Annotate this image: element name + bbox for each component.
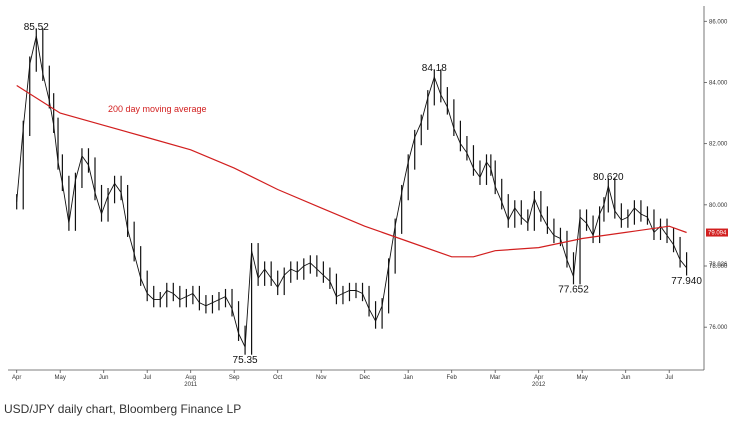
y-tick-label: 86.000	[709, 19, 728, 25]
chart-caption: USD/JPY daily chart, Bloomberg Finance L…	[4, 402, 242, 416]
annotations: 85.52 84.18 75.35 77.652 80.620 77.940	[24, 22, 703, 366]
y-axis: 76.000 78.000 80.000 82.000 84.000 86.000 79.0…	[704, 19, 728, 331]
x-tick-label: Oct	[273, 375, 283, 381]
moving-average-series	[16, 84, 687, 258]
x-axis: Apr May Jun Jul Aug Sep Oct Nov Dec Jan Feb Mar Apr M…	[12, 370, 673, 388]
x-tick-label: Dec	[359, 375, 370, 381]
price-annotation: 77.652	[558, 285, 589, 296]
price-annotation: 75.35	[233, 355, 258, 366]
ma-value-box	[706, 228, 728, 237]
price-line	[16, 35, 687, 349]
y-tick-label: 84.000	[709, 80, 728, 86]
price-annotation: 77.940	[671, 276, 702, 287]
last-price-label: 78.026	[709, 262, 728, 268]
moving-average-label: 200 day moving average	[108, 104, 207, 114]
plot-frame	[8, 6, 705, 371]
x-tick-label: Aug	[185, 375, 196, 381]
price-series	[16, 28, 688, 355]
price-annotation: 84.18	[422, 63, 447, 74]
x-tick-label: Mar	[490, 375, 500, 381]
price-annotation: 85.52	[24, 22, 49, 33]
chart-svg: 200 day moving average 85.52 84.18 75.35 77…	[8, 6, 728, 388]
year-label: 2012	[532, 382, 546, 388]
ma-value-label: 79.094	[708, 231, 727, 237]
price-chart: 200 day moving average 85.52 84.18 75.35 77…	[8, 6, 728, 388]
y-tick-label: 82.000	[709, 142, 728, 148]
x-tick-label: Feb	[447, 375, 458, 381]
year-label: 2011	[184, 382, 198, 388]
x-tick-label: Jul	[665, 375, 673, 381]
x-tick-label: Jun	[621, 375, 631, 381]
x-tick-label: Sep	[229, 375, 240, 381]
y-tick-label: 80.000	[709, 203, 728, 209]
x-tick-label: Jun	[99, 375, 109, 381]
x-tick-label: Apr	[12, 375, 21, 381]
x-tick-label: May	[55, 375, 66, 381]
y-tick-label: 78.000	[709, 264, 728, 270]
moving-average-line	[16, 84, 687, 258]
x-tick-label: Apr	[534, 375, 543, 381]
y-tick-label: 76.000	[709, 325, 728, 331]
x-tick-label: Jan	[403, 375, 413, 381]
x-tick-label: Jul	[143, 375, 151, 381]
x-tick-label: May	[577, 375, 588, 381]
x-tick-label: Nov	[316, 375, 327, 381]
price-annotation: 80.620	[593, 172, 624, 183]
